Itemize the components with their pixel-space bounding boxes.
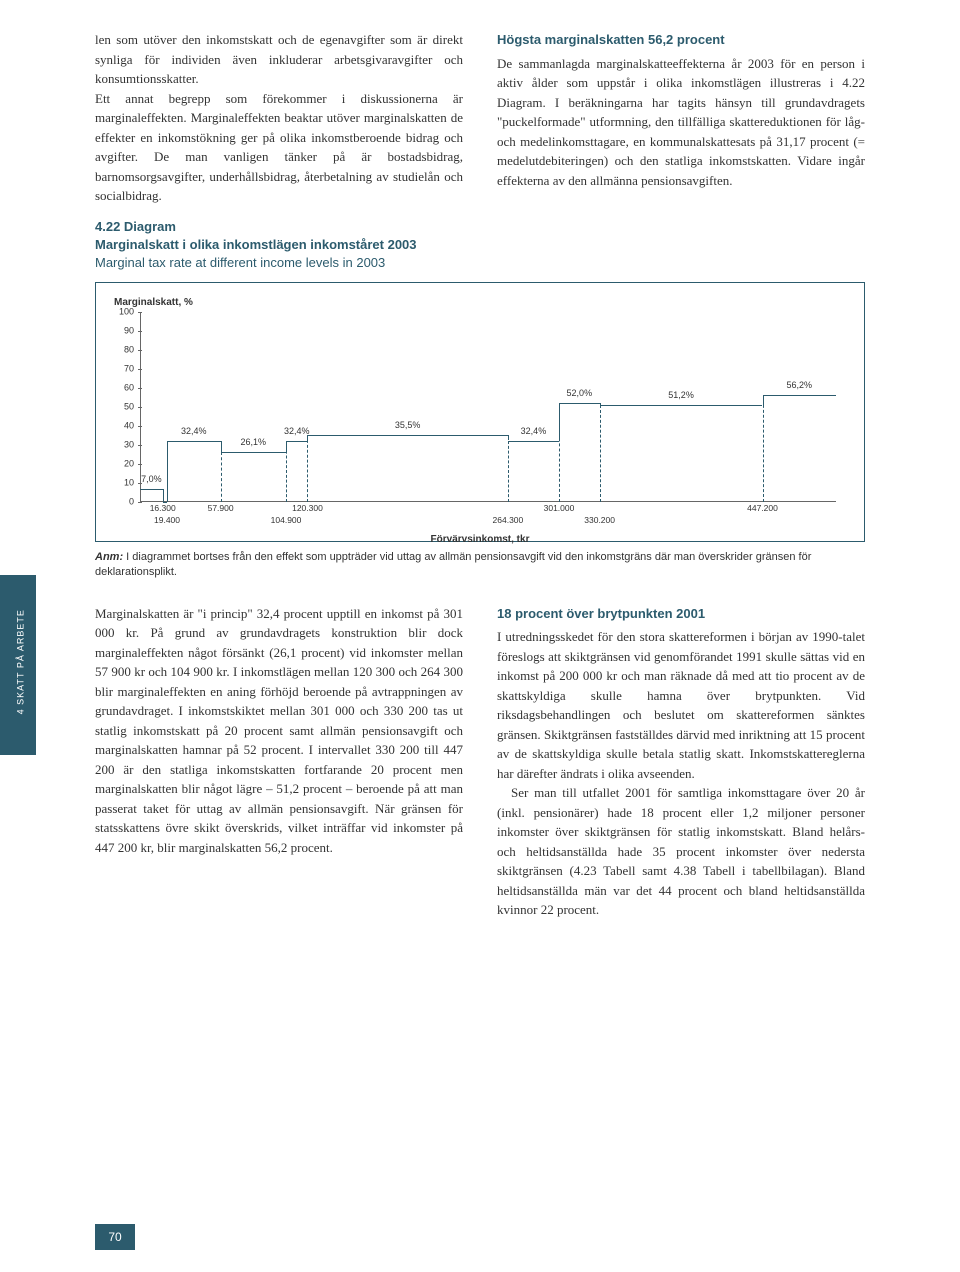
top-right-column: Högsta marginalskatten 56,2 procent De s… bbox=[497, 30, 865, 206]
y-tick-label: 20 bbox=[124, 457, 134, 471]
x-tick-label: 264.300 bbox=[493, 514, 524, 527]
diagram-title-sv: Marginalskatt i olika inkomstlägen inkom… bbox=[95, 237, 417, 252]
y-tick-label: 0 bbox=[129, 495, 134, 509]
y-tick-label: 100 bbox=[119, 305, 134, 319]
top-right-heading: Högsta marginalskatten 56,2 procent bbox=[497, 30, 865, 50]
x-tick-label: 447.200 bbox=[747, 502, 778, 515]
bottom-right-heading: 18 procent över brytpunkten 2001 bbox=[497, 604, 865, 624]
y-tick-label: 30 bbox=[124, 438, 134, 452]
step-segment-label: 56,2% bbox=[786, 379, 812, 393]
x-tick-label: 57.900 bbox=[208, 502, 234, 515]
y-tick-label: 50 bbox=[124, 400, 134, 414]
y-tick-label: 70 bbox=[124, 362, 134, 376]
step-segment-label: 7,0% bbox=[141, 473, 162, 487]
step-segment-label: 32,4% bbox=[521, 424, 547, 438]
bottom-right-column: 18 procent över brytpunkten 2001 I utred… bbox=[497, 604, 865, 920]
top-right-paragraph: De sammanlagda marginalskatteeffekterna … bbox=[497, 54, 865, 191]
y-tick-label: 40 bbox=[124, 419, 134, 433]
x-tick-label: 120.300 bbox=[292, 502, 323, 515]
chapter-tab: 4 SKATT PÅ ARBETE bbox=[0, 575, 36, 755]
chart-container: Marginalskatt, % 0102030405060708090100 … bbox=[95, 282, 865, 542]
y-tick-label: 10 bbox=[124, 476, 134, 490]
bottom-left-column: Marginalskatten är "i princip" 32,4 proc… bbox=[95, 604, 463, 920]
step-segment-label: 26,1% bbox=[241, 436, 267, 450]
step-segment-label: 35,5% bbox=[395, 418, 421, 432]
bottom-left-paragraph: Marginalskatten är "i princip" 32,4 proc… bbox=[95, 604, 463, 858]
chapter-tab-label: 4 SKATT PÅ ARBETE bbox=[14, 607, 28, 717]
y-tick-label: 60 bbox=[124, 381, 134, 395]
chart-note: Anm: I diagrammet bortses från den effek… bbox=[95, 550, 865, 580]
chart-y-axis-label: Marginalskatt, % bbox=[114, 295, 846, 310]
step-segment-label: 32,4% bbox=[181, 424, 207, 438]
x-tick-label: 301.000 bbox=[544, 502, 575, 515]
step-segment-label: 52,0% bbox=[567, 387, 593, 401]
bottom-right-paragraph-2: Ser man till utfallet 2001 för samtliga … bbox=[497, 783, 865, 920]
page-number: 70 bbox=[95, 1224, 135, 1250]
diagram-number: 4.22 Diagram bbox=[95, 219, 176, 234]
x-axis-tick-labels: 16.30019.400 57.900 104.900120.300 264.300 3… bbox=[140, 502, 836, 532]
top-left-paragraph: len som utöver den inkomstskatt och de e… bbox=[95, 30, 463, 206]
diagram-caption: 4.22 Diagram Marginalskatt i olika inkom… bbox=[95, 218, 865, 273]
y-tick-label: 90 bbox=[124, 324, 134, 338]
step-segment-label: 51,2% bbox=[668, 389, 694, 403]
x-tick-label: 16.300 bbox=[150, 502, 176, 515]
bottom-right-paragraph-1: I utredningsskedet för den stora skatter… bbox=[497, 627, 865, 783]
bottom-text-columns: Marginalskatten är "i princip" 32,4 proc… bbox=[95, 604, 865, 920]
x-tick-label: 104.900 bbox=[271, 514, 302, 527]
top-left-column: len som utöver den inkomstskatt och de e… bbox=[95, 30, 463, 206]
chart-note-prefix: Anm: bbox=[95, 551, 123, 563]
x-tick-label: 19.400 bbox=[154, 514, 180, 527]
diagram-title-en: Marginal tax rate at different income le… bbox=[95, 255, 385, 270]
y-tick-label: 80 bbox=[124, 343, 134, 357]
chart-plot-area: 0102030405060708090100 7,0%32,4%26,1%32,… bbox=[140, 312, 836, 502]
chart-x-axis-label: Förvärvsinkomst, tkr bbox=[114, 532, 846, 547]
chart-note-text: I diagrammet bortses från den effekt som… bbox=[95, 551, 811, 578]
y-axis-ticks: 0102030405060708090100 bbox=[112, 312, 138, 502]
top-text-columns: len som utöver den inkomstskatt och de e… bbox=[95, 30, 865, 206]
step-segment-label: 32,4% bbox=[284, 424, 310, 438]
x-tick-label: 330.200 bbox=[584, 514, 615, 527]
